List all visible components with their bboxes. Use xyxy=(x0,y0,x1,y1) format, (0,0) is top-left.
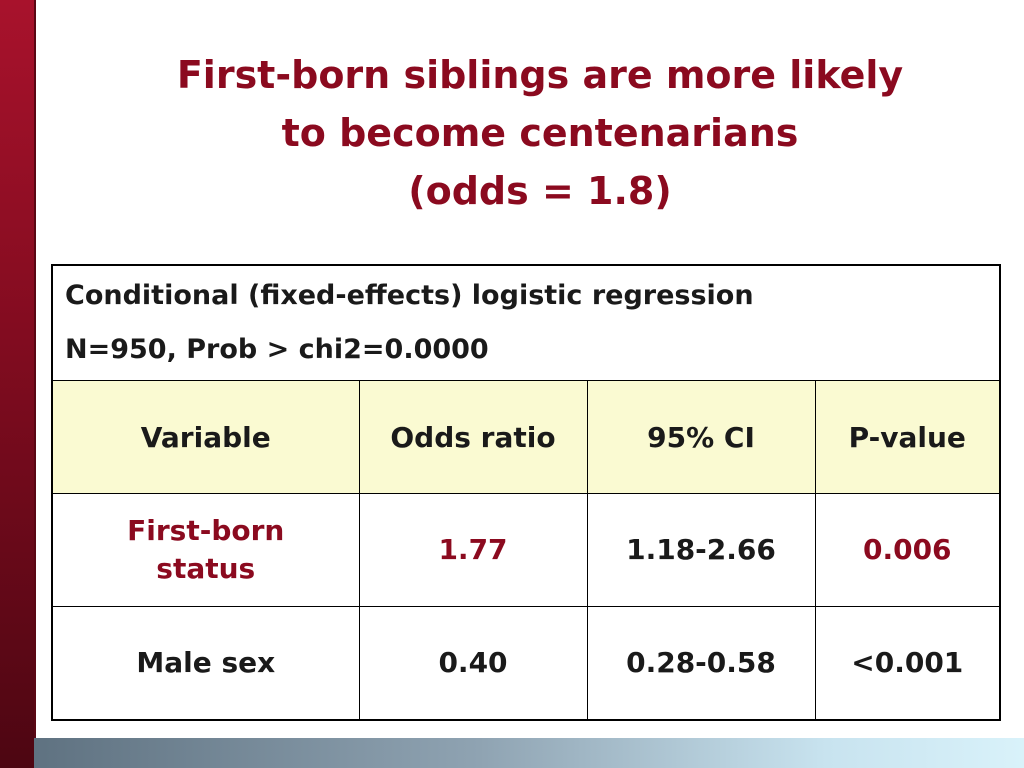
regression-results-table: Conditional (fixed-effects) logistic reg… xyxy=(51,264,1002,721)
left-accent-bar xyxy=(0,0,36,768)
table-info-row: Conditional (fixed-effects) logistic reg… xyxy=(51,264,1001,381)
row-first-born-ci: 1.18-2.66 xyxy=(586,493,816,607)
row-first-born-p-value: 0.006 xyxy=(814,493,1001,607)
table-row: Male sex 0.40 0.28-0.58 <0.001 xyxy=(51,606,1001,721)
slide-title: First-born siblings are more likely to b… xyxy=(60,46,1020,220)
row-male-sex-odds-ratio: 0.40 xyxy=(358,606,588,721)
row-first-born-variable: First-born status xyxy=(51,493,360,607)
title-line-3: (odds = 1.8) xyxy=(408,169,672,213)
row-male-sex-ci: 0.28-0.58 xyxy=(586,606,816,721)
row-male-sex-p-value: <0.001 xyxy=(814,606,1001,721)
header-p-value: P-value xyxy=(814,380,1001,494)
row-male-sex-variable: Male sex xyxy=(51,606,360,721)
header-odds-ratio: Odds ratio xyxy=(358,380,588,494)
bottom-gradient-bar xyxy=(34,738,1024,768)
model-description: Conditional (fixed-effects) logistic reg… xyxy=(65,280,754,311)
table-row: First-born status 1.77 1.18-2.66 0.006 xyxy=(51,493,1001,607)
table-header-row: Variable Odds ratio 95% CI P-value xyxy=(51,380,1001,494)
header-variable: Variable xyxy=(51,380,360,494)
title-line-1: First-born siblings are more likely xyxy=(176,53,904,97)
title-line-2: to become centenarians xyxy=(281,111,799,155)
model-statistics: N=950, Prob > chi2=0.0000 xyxy=(65,334,489,365)
header-ci: 95% CI xyxy=(586,380,816,494)
row-first-born-odds-ratio: 1.77 xyxy=(358,493,588,607)
table-info-cell: Conditional (fixed-effects) logistic reg… xyxy=(51,264,1001,381)
variable-label: First-born status xyxy=(127,514,285,585)
